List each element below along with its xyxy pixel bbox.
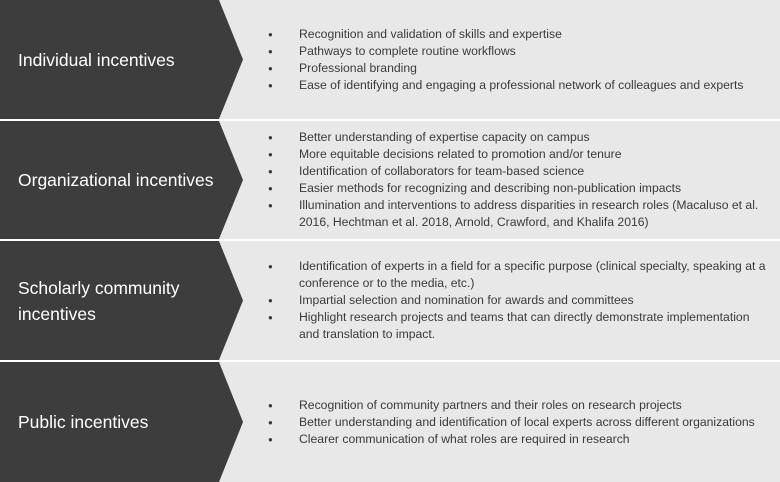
bullet-list: Recognition and validation of skills and… bbox=[268, 0, 766, 119]
chevron-label-shape: Individual incentives bbox=[0, 0, 243, 119]
list-item: Clearer communication of what roles are … bbox=[268, 431, 766, 448]
list-item: Ease of identifying and engaging a profe… bbox=[268, 77, 766, 94]
list-item: Recognition and validation of skills and… bbox=[268, 26, 766, 43]
list-item: Better understanding and identification … bbox=[268, 414, 766, 431]
list-item: Recognition of community partners and th… bbox=[268, 397, 766, 414]
row-label: Organizational incentives bbox=[18, 170, 214, 190]
list-item: Professional branding bbox=[268, 60, 766, 77]
row-organizational-incentives: Organizational incentives Better underst… bbox=[0, 121, 780, 239]
list-item: Better understanding of expertise capaci… bbox=[268, 129, 766, 146]
list-item: More equitable decisions related to prom… bbox=[268, 146, 766, 163]
list-item: Identification of experts in a field for… bbox=[268, 258, 766, 292]
chevron-label-shape: Scholarly community incentives bbox=[0, 241, 243, 360]
list-item: Easier methods for recognizing and descr… bbox=[268, 180, 766, 197]
row-label: Scholarly community incentives bbox=[18, 277, 180, 324]
chevron-label-shape: Organizational incentives bbox=[0, 121, 243, 239]
bullet-list: Recognition of community partners and th… bbox=[268, 362, 766, 482]
list-item: Impartial selection and nomination for a… bbox=[268, 292, 766, 309]
row-label: Public incentives bbox=[18, 412, 149, 432]
list-item: Highlight research projects and teams th… bbox=[268, 309, 766, 343]
chevron-label-shape: Public incentives bbox=[0, 362, 243, 482]
row-label: Individual incentives bbox=[18, 49, 175, 70]
row-scholarly-community-incentives: Scholarly community incentives Identific… bbox=[0, 241, 780, 360]
row-individual-incentives: Individual incentives Recognition and va… bbox=[0, 0, 780, 119]
list-item: Identification of collaborators for team… bbox=[268, 163, 766, 180]
list-item: Pathways to complete routine workflows bbox=[268, 43, 766, 60]
list-item: Illumination and interventions to addres… bbox=[268, 197, 766, 231]
bullet-list: Better understanding of expertise capaci… bbox=[268, 121, 766, 239]
bullet-list: Identification of experts in a field for… bbox=[268, 241, 766, 360]
row-public-incentives: Public incentives Recognition of communi… bbox=[0, 362, 780, 482]
